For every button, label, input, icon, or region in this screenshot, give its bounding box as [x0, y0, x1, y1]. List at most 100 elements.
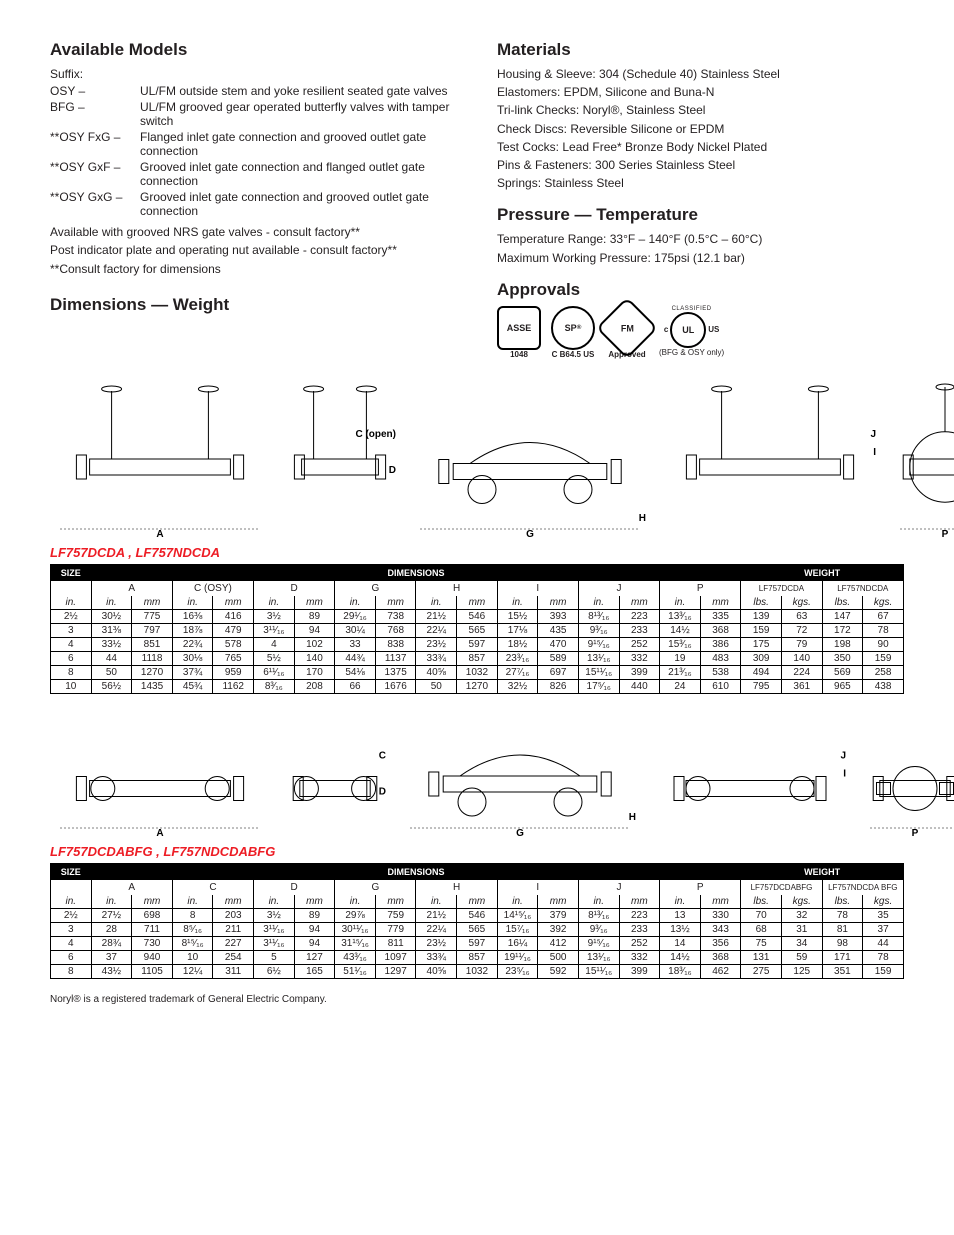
table-cell: 1105 — [132, 964, 173, 978]
table-cell: 79 — [781, 637, 822, 651]
table2-title: LF757DCDABFG , LF757NDCDABFG — [50, 844, 904, 859]
table-cell: 27½ — [91, 908, 132, 922]
svg-text:A: A — [156, 828, 163, 838]
table-cell: 393 — [538, 609, 579, 623]
table-cell: 30½ — [91, 609, 132, 623]
table-cell: 309 — [741, 651, 782, 665]
suffix-key: OSY – — [50, 84, 140, 98]
table-cell: 203 — [213, 908, 254, 922]
table-cell: 22¼ — [416, 922, 457, 936]
table-cell: 18⅞ — [172, 623, 213, 637]
table-cell: 8¹³⁄₁₆ — [578, 609, 619, 623]
table-cell: 17⅛ — [497, 623, 538, 637]
table-cell: 8 — [51, 964, 92, 978]
table-cell: 940 — [132, 950, 173, 964]
table-cell: 45¾ — [172, 679, 213, 693]
heading-materials: Materials — [497, 40, 904, 60]
table-cell: 75 — [741, 936, 782, 950]
fm-label: FM — [621, 323, 634, 333]
table-cell: 13½ — [660, 922, 701, 936]
table-cell: 233 — [619, 922, 660, 936]
table-cell: 412 — [538, 936, 579, 950]
table-cell: 15¹¹⁄₁₆ — [578, 665, 619, 679]
approval-sp: SP® C B64.5 US — [551, 306, 595, 359]
table-cell: 32½ — [497, 679, 538, 693]
suffix-key: **OSY GxF – — [50, 160, 140, 188]
table-cell: 94 — [294, 936, 335, 950]
table-row: 2½27½69882033½8929⅞75921½54614¹⁵⁄₁₆3798¹… — [51, 908, 904, 922]
table-cell: 5½ — [254, 651, 295, 665]
svg-text:P: P — [942, 529, 949, 539]
table-cell: 711 — [132, 922, 173, 936]
table-cell: 23³⁄₁₆ — [497, 651, 538, 665]
table-cell: 81 — [822, 922, 863, 936]
material-line: Check Discs: Reversible Silicone or EPDM — [497, 121, 904, 137]
table-cell: 10 — [51, 679, 92, 693]
table-cell: 50 — [91, 665, 132, 679]
material-line: Elastomers: EPDM, Silicone and Buna-N — [497, 84, 904, 100]
table-row: 3287118⁵⁄₁₆2113¹¹⁄₁₆9430¹¹⁄₁₆77922¼56515… — [51, 922, 904, 936]
table-cell: 19 — [660, 651, 701, 665]
table-cell: 127 — [294, 950, 335, 964]
table-cell: 838 — [375, 637, 416, 651]
table-cell: 18½ — [497, 637, 538, 651]
pressure-list: Temperature Range: 33°F – 140°F (0.5°C –… — [497, 231, 904, 265]
table-cell: 6½ — [254, 964, 295, 978]
right-col: Materials Housing & Sleeve: 304 (Schedul… — [497, 40, 904, 359]
table-cell: 15³⁄₁₆ — [660, 637, 701, 651]
table-cell: 89 — [294, 908, 335, 922]
approval-asse: ASSE 1048 — [497, 306, 541, 359]
heading-dimensions-weight: Dimensions — Weight — [50, 295, 457, 315]
table-cell: 697 — [538, 665, 579, 679]
table-cell: 159 — [863, 964, 904, 978]
table-cell: 1375 — [375, 665, 416, 679]
table-cell: 1435 — [132, 679, 173, 693]
table-cell: 399 — [619, 964, 660, 978]
table-cell: 6¹¹⁄₁₆ — [254, 665, 295, 679]
table-row: 644111830⅛7655½14044¾113733¾85723³⁄₁₆589… — [51, 651, 904, 665]
table-cell: 223 — [619, 908, 660, 922]
sp-label: SP — [565, 323, 577, 333]
fm-icon: FM — [596, 297, 658, 359]
table-cell: 33½ — [91, 637, 132, 651]
table-cell: 172 — [822, 623, 863, 637]
table-cell: 368 — [700, 950, 741, 964]
table-cell: 40⅝ — [416, 665, 457, 679]
suffix-list: OSY –UL/FM outside stem and yoke resilie… — [50, 84, 457, 218]
table-cell: 30¹¹⁄₁₆ — [335, 922, 376, 936]
table-cell: 738 — [375, 609, 416, 623]
table-cell: 730 — [132, 936, 173, 950]
table-cell: 72 — [781, 623, 822, 637]
ul-note: (BFG & OSY only) — [659, 348, 724, 357]
svg-text:C: C — [379, 750, 386, 761]
table-cell: 4 — [51, 936, 92, 950]
diagram: C (open)D — [280, 379, 400, 539]
table-cell: 29⅞ — [335, 908, 376, 922]
diagram: A — [50, 379, 270, 539]
table-cell: 252 — [619, 936, 660, 950]
table-cell: 1097 — [375, 950, 416, 964]
table-cell: 8 — [172, 908, 213, 922]
table-cell: 63 — [781, 609, 822, 623]
table-cell: 3¹¹⁄₁₆ — [254, 623, 295, 637]
asse-sub: 1048 — [510, 350, 528, 359]
sp-sub: C B64.5 US — [552, 350, 595, 359]
svg-text:C (open): C (open) — [355, 429, 396, 440]
table-cell: 147 — [822, 609, 863, 623]
table-cell: 78 — [863, 950, 904, 964]
table-cell: 258 — [863, 665, 904, 679]
approval-fm: FM Approved — [605, 306, 649, 359]
diagrams-row-1: A C (open)D GH — [50, 379, 904, 539]
table-cell: 546 — [457, 908, 498, 922]
table-cell: 32 — [781, 908, 822, 922]
material-line: Springs: Stainless Steel — [497, 175, 904, 191]
table-cell: 37¾ — [172, 665, 213, 679]
table-cell: 1032 — [457, 665, 498, 679]
sp-reg: ® — [577, 324, 582, 331]
table-cell: 14½ — [660, 950, 701, 964]
table-cell: 70 — [741, 908, 782, 922]
svg-text:H: H — [639, 513, 646, 524]
table-cell: 779 — [375, 922, 416, 936]
heading-approvals: Approvals — [497, 280, 904, 300]
table-cell: 597 — [457, 936, 498, 950]
